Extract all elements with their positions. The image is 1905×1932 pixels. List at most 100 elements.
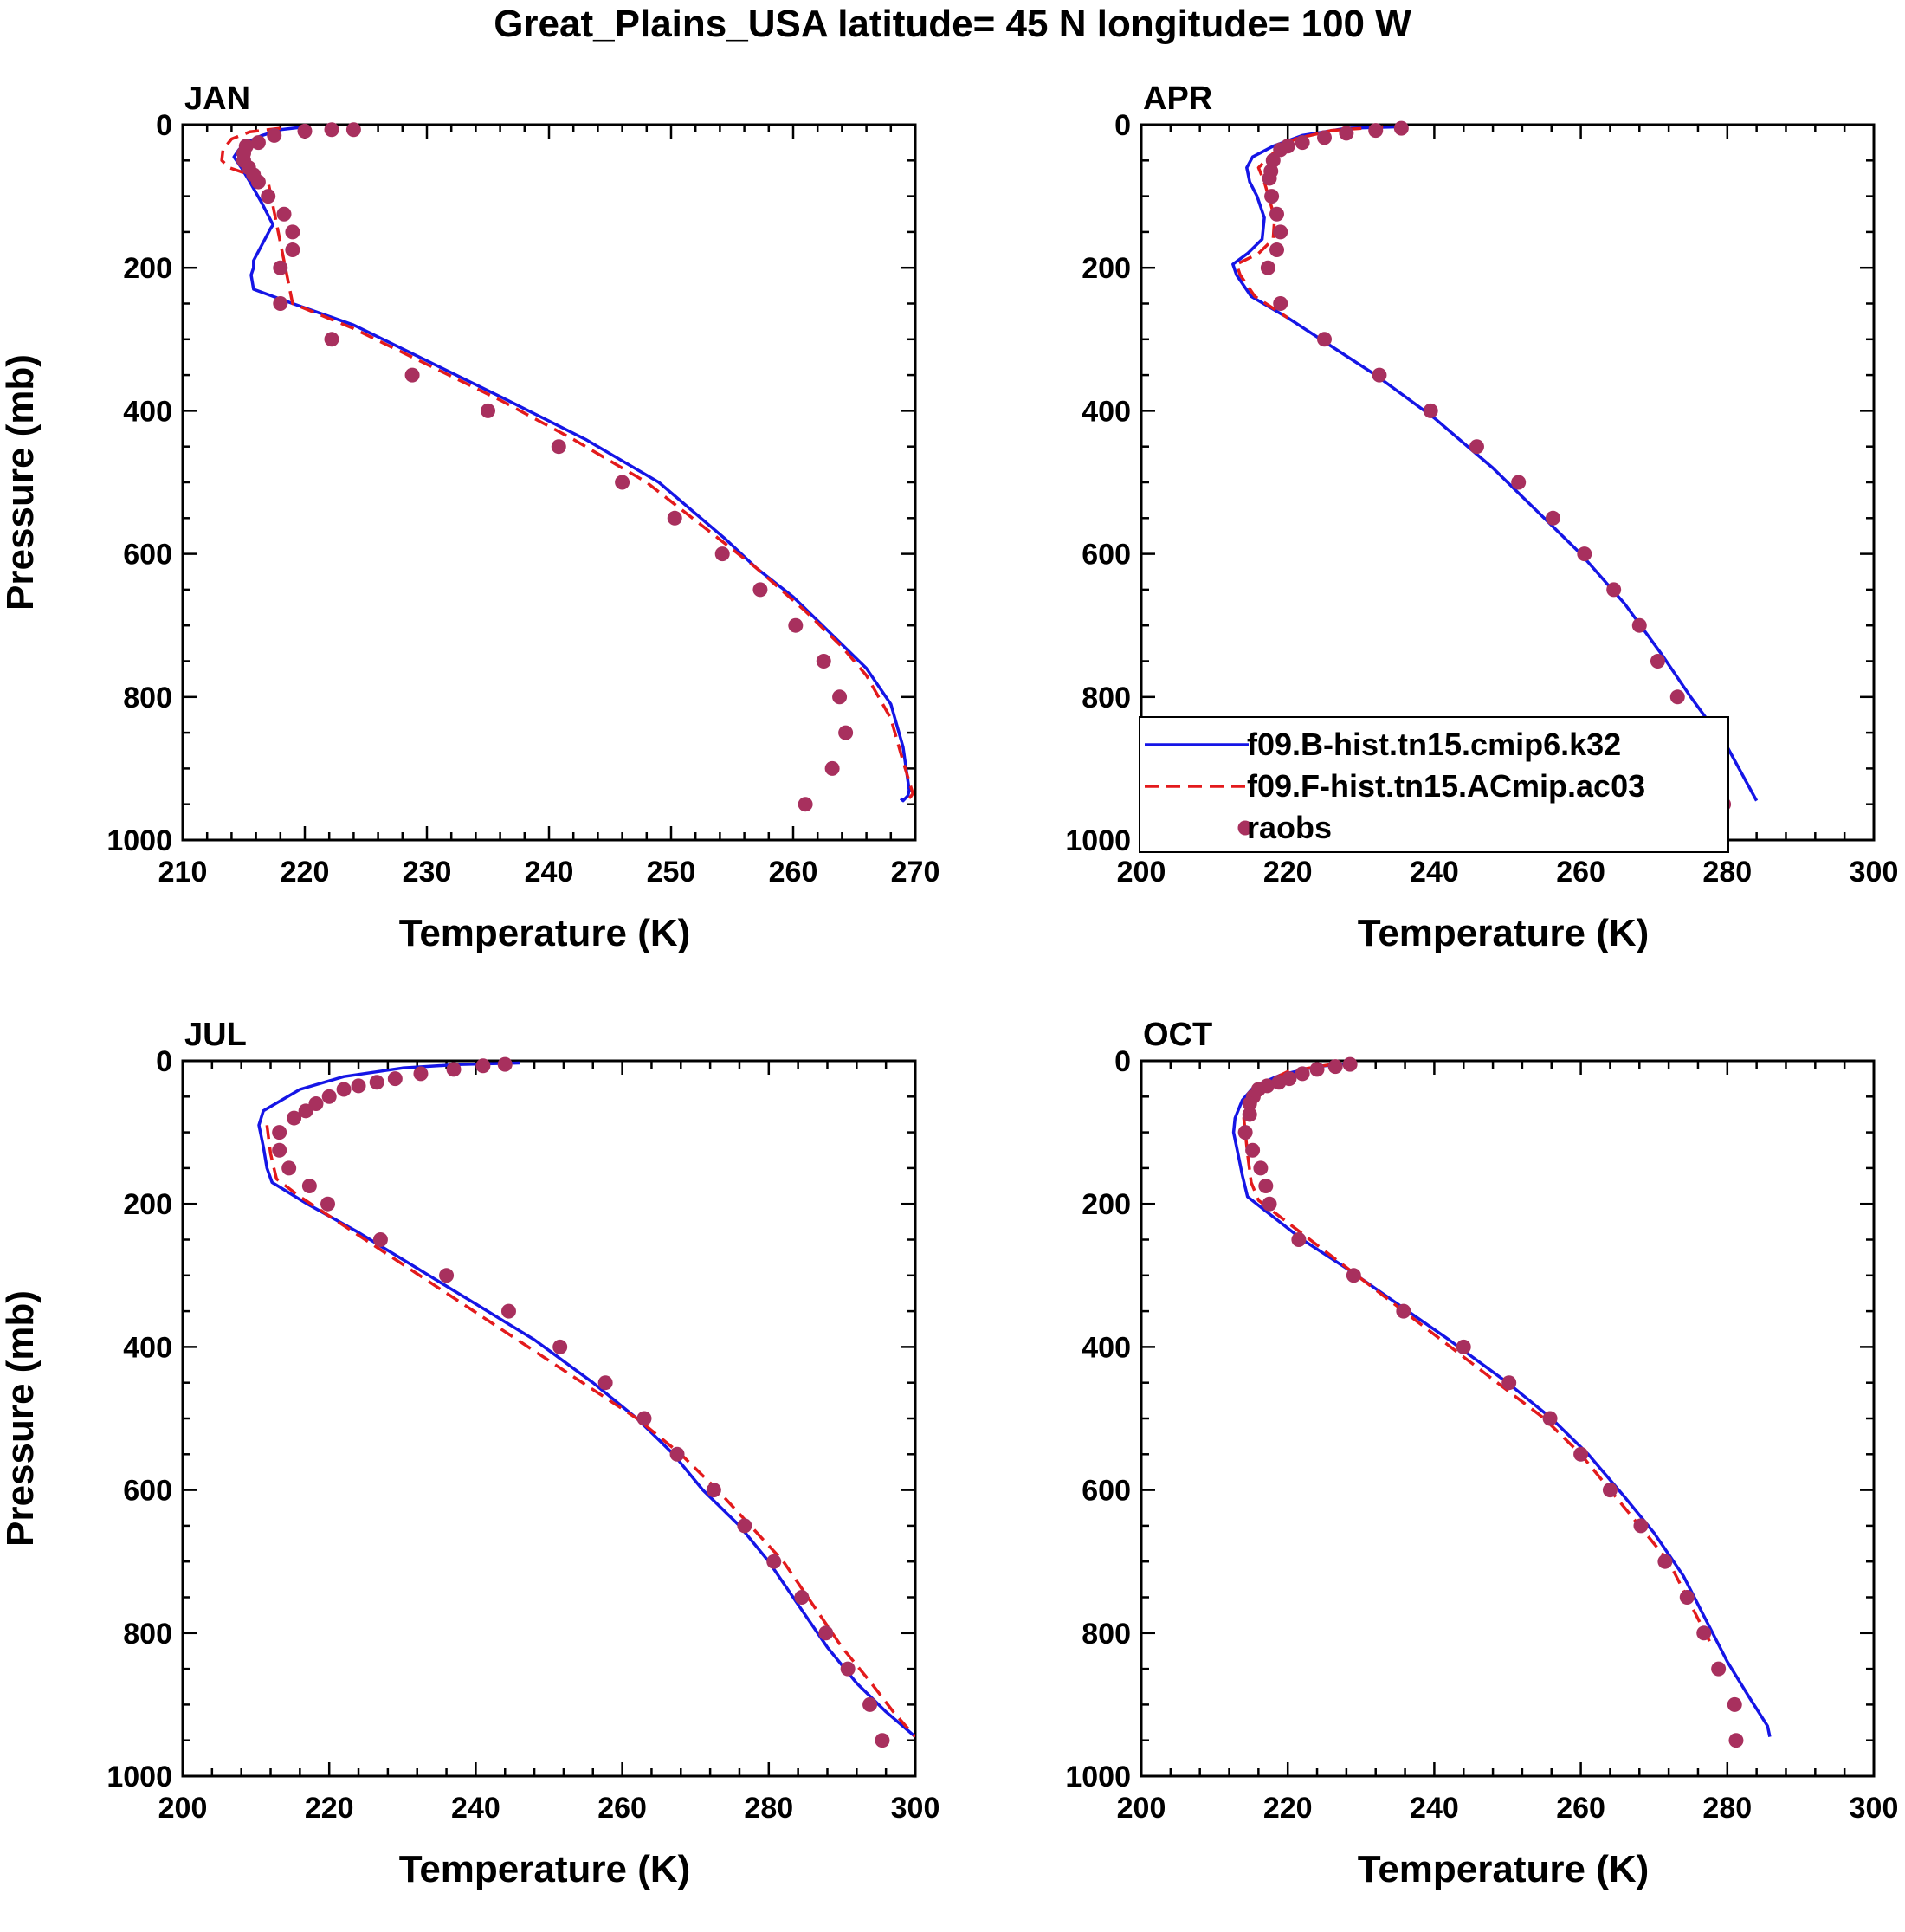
raobs-point (1679, 1590, 1695, 1605)
x-axis-label: Temperature (K) (1358, 912, 1650, 954)
raobs-point (818, 1625, 834, 1641)
x-tick-label: 200 (1117, 1792, 1166, 1825)
raobs-point (324, 332, 339, 347)
raobs-point (1273, 224, 1288, 240)
raobs-point (272, 1125, 287, 1140)
x-tick-label: 220 (305, 1792, 354, 1825)
raobs-point (1339, 126, 1354, 141)
raobs-point (413, 1066, 429, 1082)
raobs-point (261, 189, 276, 204)
panel-apr: 200 220 240 260 280 300 0 200 400 600 800 1000 APR Te… (1065, 81, 1898, 954)
figure-title: Great_Plains_USA latitude= 45 N longitud… (494, 3, 1411, 45)
raobs-point (1542, 1411, 1558, 1426)
raobs-point (1269, 242, 1285, 258)
x-tick-label: 230 (403, 856, 452, 888)
raobs-point (1577, 546, 1592, 562)
raobs-point (439, 1268, 455, 1283)
y-axis-label: Pressure (mb) (0, 354, 42, 611)
raobs-point (1262, 1196, 1277, 1212)
x-tick-label: 300 (1850, 1792, 1899, 1825)
raobs-point (551, 439, 566, 455)
raobs-point (1237, 1125, 1253, 1140)
raobs-point (369, 1075, 384, 1090)
y-tick-label: 400 (1082, 395, 1131, 428)
series-raobs (236, 122, 854, 812)
series-raobs (272, 1056, 890, 1748)
y-tick-label: 600 (123, 539, 172, 572)
raobs-point (1260, 260, 1275, 275)
raobs-point (824, 760, 840, 776)
raobs-point (351, 1078, 366, 1094)
raobs-point (297, 123, 313, 139)
raobs-point (1295, 135, 1310, 151)
plot-frame (1140, 1059, 1876, 1778)
y-tick-label: 200 (123, 1188, 172, 1221)
raobs-point (1650, 654, 1665, 669)
raobs-point (1727, 1696, 1742, 1712)
raobs-point (1245, 1142, 1261, 1158)
x-tick-label: 240 (1410, 1792, 1459, 1825)
raobs-point (636, 1411, 652, 1426)
raobs-point (1657, 1554, 1673, 1569)
raobs-point (1728, 1733, 1744, 1748)
panel-title: APR (1143, 81, 1212, 117)
y-tick-label: 600 (1082, 539, 1131, 572)
raobs-point (1573, 1446, 1589, 1462)
raobs-point (298, 1103, 313, 1119)
series-raobs (1237, 1056, 1744, 1748)
raobs-point (1273, 296, 1288, 311)
panel-title: OCT (1143, 1017, 1212, 1053)
raobs-point (840, 1661, 856, 1677)
series-line-f09-f-hist (220, 126, 914, 803)
raobs-point (1602, 1483, 1618, 1498)
raobs-point (1633, 1518, 1649, 1534)
raobs-point (497, 1056, 513, 1072)
raobs-point (1271, 1075, 1287, 1090)
x-tick-label: 300 (891, 1792, 940, 1825)
raobs-point (475, 1058, 491, 1074)
raobs-point (1501, 1375, 1517, 1391)
y-tick-label: 1000 (1065, 1761, 1131, 1793)
panels: 210 220 230 240 250 260 270 0 200 400 600 800 1000 JA… (0, 81, 1898, 1890)
legend-marker-raobs (1237, 820, 1253, 836)
series-line-f09-b-hist (232, 125, 911, 803)
raobs-point (1346, 1268, 1361, 1283)
raobs-point (838, 725, 854, 740)
raobs-point (1262, 171, 1277, 186)
y-tick-label: 0 (1114, 1045, 1131, 1078)
y-tick-label: 600 (123, 1475, 172, 1508)
raobs-point (832, 689, 848, 705)
x-tick-label: 270 (891, 856, 940, 888)
legend-label: f09.B-hist.tn15.cmip6.k32 (1247, 727, 1621, 762)
x-tick-label: 240 (525, 856, 574, 888)
raobs-point (446, 1062, 462, 1077)
raobs-point (285, 242, 300, 258)
raobs-point (706, 1483, 721, 1498)
raobs-point (1423, 403, 1438, 418)
raobs-point (1253, 1160, 1269, 1176)
x-tick-label: 200 (158, 1792, 208, 1825)
raobs-point (272, 1142, 287, 1158)
raobs-point (1327, 1059, 1343, 1075)
raobs-point (301, 1179, 317, 1194)
raobs-point (1545, 510, 1560, 526)
raobs-point (281, 1160, 297, 1176)
raobs-point (788, 617, 804, 633)
panel-oct: 200 220 240 260 280 300 0 200 400 600 800 1000 OCT Te… (1065, 1017, 1898, 1890)
panel-title: JAN (184, 81, 250, 117)
raobs-point (372, 1232, 388, 1247)
raobs-point (1273, 142, 1288, 158)
raobs-point (285, 224, 300, 240)
raobs-point (321, 1089, 337, 1104)
raobs-point (794, 1590, 810, 1605)
x-tick-label: 260 (1556, 856, 1605, 888)
raobs-point (1242, 1107, 1257, 1122)
series-line-f09-b-hist (1231, 1061, 1772, 1737)
y-tick-label: 0 (156, 1045, 172, 1078)
raobs-point (1309, 1062, 1325, 1077)
raobs-point (1264, 189, 1280, 204)
raobs-point (287, 1110, 302, 1126)
panel-jan: 210 220 230 240 250 260 270 0 200 400 600 800 1000 JA… (0, 81, 940, 954)
x-tick-label: 220 (1263, 856, 1313, 888)
raobs-point (737, 1518, 752, 1534)
